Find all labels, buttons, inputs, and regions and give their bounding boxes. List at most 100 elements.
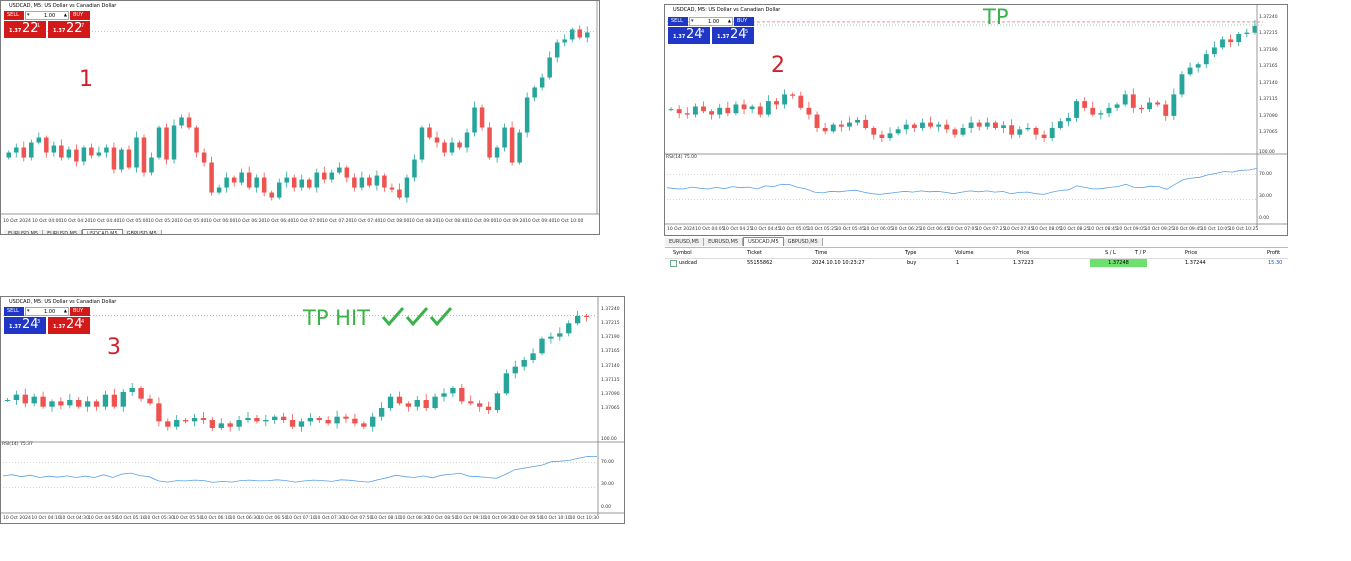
bullish-candle bbox=[984, 122, 990, 127]
rsi-line bbox=[2, 455, 598, 483]
column-header[interactable]: Ticket bbox=[747, 250, 762, 256]
bullish-candle bbox=[129, 388, 135, 393]
bullish-candle bbox=[314, 172, 320, 188]
bearish-candle bbox=[209, 162, 214, 193]
bearish-candle bbox=[952, 129, 958, 135]
column-header[interactable]: Volume bbox=[955, 250, 974, 256]
lot-stepper-icon[interactable]: ▲ bbox=[63, 308, 67, 313]
bullish-candle bbox=[503, 373, 510, 394]
bullish-candle bbox=[566, 323, 572, 334]
tab-eurusd-m5[interactable]: EURUSD,M5 bbox=[665, 238, 705, 246]
tab-gbpusd-m5[interactable]: GBPUSD,M5 bbox=[783, 238, 823, 246]
buy-price-box[interactable]: 1.37 22 7 bbox=[48, 21, 90, 38]
bullish-candle bbox=[887, 133, 893, 139]
bullish-candle bbox=[419, 127, 425, 160]
bearish-candle bbox=[583, 315, 590, 317]
lot-dropdown-icon[interactable]: ▾ bbox=[27, 308, 30, 314]
tab-eurusd-m5[interactable]: EURUSD,M5 bbox=[43, 230, 83, 234]
tab-eurusd-m5[interactable]: EURUSD,M5 bbox=[704, 238, 744, 246]
sell-price-box[interactable]: 1.37 24 4 bbox=[668, 27, 710, 44]
bearish-candle bbox=[231, 177, 237, 183]
price-tick-label: 70.00 bbox=[601, 459, 614, 465]
bearish-candle bbox=[164, 127, 169, 160]
buy-button[interactable]: BUY bbox=[70, 307, 90, 316]
buy-price-sup: 7 bbox=[81, 23, 85, 29]
bearish-candle bbox=[325, 420, 331, 424]
bullish-candle bbox=[1252, 25, 1258, 33]
bearish-candle bbox=[427, 127, 432, 138]
bullish-candle bbox=[920, 122, 925, 128]
bullish-candle bbox=[450, 388, 456, 394]
chart-window-2[interactable]: USDCAD, M5: US Dollar vs Canadian Dollar… bbox=[664, 4, 1288, 236]
bearish-candle bbox=[322, 172, 327, 180]
price-tick-label: 1.37190 bbox=[1259, 47, 1278, 53]
lot-dropdown-icon[interactable]: ▾ bbox=[27, 12, 30, 18]
bullish-candle bbox=[36, 137, 42, 143]
bearish-candle bbox=[156, 403, 162, 422]
chart-title: USDCAD, M5: US Dollar vs Canadian Dollar bbox=[9, 299, 117, 305]
chart-window-1[interactable]: USDCAD, M5: US Dollar vs Canadian Dollar… bbox=[0, 0, 600, 235]
bullish-candle bbox=[548, 336, 554, 339]
candlestick-chart-1[interactable] bbox=[1, 1, 599, 235]
buy-price-box[interactable]: 1.37 24 4 bbox=[48, 317, 90, 334]
price-tick-label: 1.37115 bbox=[1259, 97, 1278, 103]
bullish-candle bbox=[218, 423, 224, 429]
sell-button[interactable]: SELL bbox=[668, 17, 688, 26]
candlestick-chart-2[interactable] bbox=[665, 5, 1287, 236]
bullish-candle bbox=[1244, 32, 1250, 35]
bearish-candle bbox=[1082, 101, 1088, 108]
time-tick-label: 10 Oct 05:25 bbox=[807, 227, 837, 232]
time-tick-label: 10 Oct 08:40 bbox=[438, 219, 468, 224]
chart-title: USDCAD, M5: US Dollar vs Canadian Dollar bbox=[673, 7, 781, 13]
bullish-candle bbox=[156, 127, 162, 158]
column-header[interactable]: Time bbox=[815, 250, 828, 256]
step-number-annotation: 2 bbox=[771, 53, 785, 78]
bearish-candle bbox=[1163, 104, 1169, 116]
time-tick-label: 10 Oct 09:05 bbox=[1116, 227, 1146, 232]
column-header[interactable]: Symbol bbox=[673, 250, 692, 256]
time-tick-label: 10 Oct 04:20 bbox=[61, 219, 91, 224]
bullish-candle bbox=[749, 106, 755, 110]
sell-button[interactable]: SELL bbox=[4, 11, 24, 20]
column-header[interactable]: Profit bbox=[1267, 250, 1281, 256]
buy-price-box[interactable]: 1.37 24 5 bbox=[712, 27, 754, 44]
time-tick-label: 10 Oct 10:05 bbox=[1200, 227, 1231, 232]
bearish-candle bbox=[442, 142, 447, 153]
sell-button[interactable]: SELL bbox=[4, 307, 24, 316]
bullish-candle bbox=[412, 159, 417, 178]
lot-size-input[interactable]: ▾ 1.00 ▲ bbox=[689, 17, 733, 26]
bullish-candle bbox=[733, 104, 739, 114]
candlestick-chart-3[interactable] bbox=[1, 297, 624, 524]
bullish-candle bbox=[307, 418, 314, 422]
time-tick-label: 10 Oct 10:25 bbox=[1228, 227, 1259, 232]
bullish-candle bbox=[1017, 129, 1023, 135]
column-header[interactable]: S / L bbox=[1105, 250, 1116, 256]
lot-size-input[interactable]: ▾ 1.00 ▲ bbox=[25, 307, 69, 316]
bullish-candle bbox=[298, 421, 305, 427]
tab-usdcad-m5[interactable]: USDCAD,M5 bbox=[82, 229, 123, 234]
lot-stepper-icon[interactable]: ▲ bbox=[63, 12, 67, 17]
tab-gbpusd-m5[interactable]: GBPUSD,M5 bbox=[122, 230, 162, 234]
sell-price-box[interactable]: 1.37 24 3 bbox=[4, 317, 46, 334]
column-header[interactable]: Type bbox=[905, 250, 917, 256]
bullish-candle bbox=[31, 396, 37, 404]
column-header[interactable]: T / P bbox=[1135, 250, 1146, 256]
buy-button[interactable]: BUY bbox=[734, 17, 754, 26]
bullish-candle bbox=[276, 182, 282, 198]
bearish-candle bbox=[1130, 94, 1136, 108]
lot-size-input[interactable]: ▾ 1.00 ▲ bbox=[25, 11, 69, 20]
lot-dropdown-icon[interactable]: ▾ bbox=[691, 18, 694, 24]
tab-eurusd-m5[interactable]: EURUSD,M5 bbox=[4, 230, 44, 234]
bearish-candle bbox=[774, 101, 779, 105]
tab-usdcad-m5[interactable]: USDCAD,M5 bbox=[743, 237, 784, 246]
column-header[interactable]: Price bbox=[1017, 250, 1030, 256]
bullish-candle bbox=[414, 400, 420, 407]
bullish-candle bbox=[149, 157, 154, 173]
sell-price-box[interactable]: 1.37 22 1 bbox=[4, 21, 46, 38]
column-header[interactable]: Price bbox=[1185, 250, 1198, 256]
table-row[interactable]: usdcad 55155862 2024.10.10 10:23:27 buy 1 1.3… bbox=[665, 259, 1288, 268]
buy-button[interactable]: BUY bbox=[70, 11, 90, 20]
chart-window-3[interactable]: USDCAD, M5: US Dollar vs Canadian Dollar… bbox=[0, 296, 625, 524]
price-tick-label: 1.37190 bbox=[601, 335, 620, 341]
lot-stepper-icon[interactable]: ▲ bbox=[727, 18, 731, 23]
